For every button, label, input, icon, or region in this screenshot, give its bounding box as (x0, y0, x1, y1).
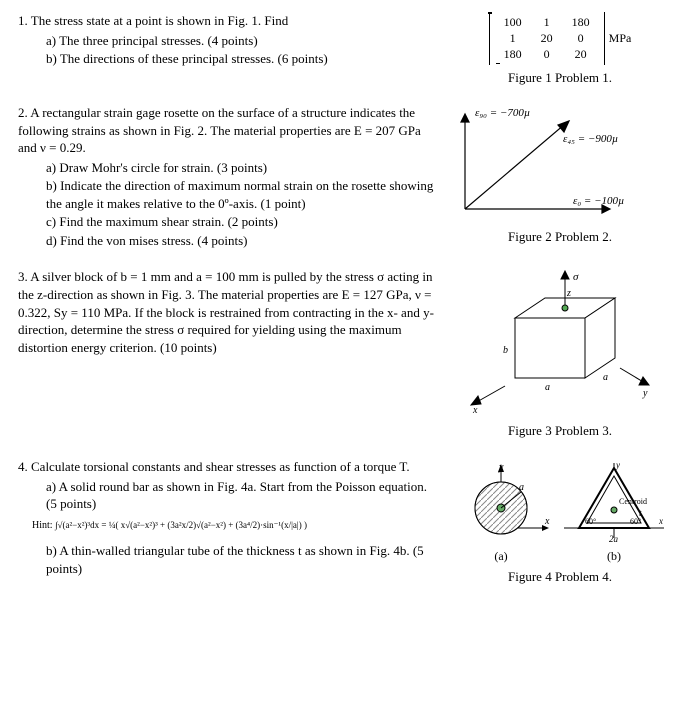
problem-1-text: 1. The stress state at a point is shown … (18, 12, 445, 86)
problem-2-text: 2. A rectangular strain gage rosette on … (18, 104, 445, 250)
dim-b: b (503, 345, 508, 356)
fig4b-x: x (658, 516, 663, 526)
fig4b: Centroid 60° 60° 2a t y x (b) (559, 458, 669, 564)
block-diagram: σ z x y b a a (445, 268, 655, 418)
dim-a2: a (603, 372, 608, 383)
fig4-caption: Figure 4 Problem 4. (445, 568, 675, 586)
p4-intro: Calculate torsional constants and shear … (31, 459, 410, 474)
p2-intro: A rectangular strain gage rosette on the… (18, 105, 421, 155)
m02: 180 (564, 14, 598, 30)
m10: 1 (496, 30, 530, 46)
stress-matrix: 1001180 1200 180020 (489, 12, 605, 65)
p4-hint: Hint: ∫√(a²−x²)³dx = ¼( x√(a²−x²)³ + (3a… (18, 519, 435, 533)
p3-text: A silver block of b = 1 mm and a = 100 m… (18, 269, 434, 354)
p4-number: 4. (18, 459, 28, 474)
angle2: 60° (630, 517, 641, 526)
problem-4: 4. Calculate torsional constants and she… (18, 458, 675, 586)
fig4a-x: x (544, 516, 550, 527)
p1-intro: The stress state at a point is shown in … (31, 13, 288, 28)
hint-label: Hint: (32, 520, 53, 531)
fig4a-label: (a) (451, 548, 551, 564)
fig2-caption: Figure 2 Problem 2. (445, 228, 675, 246)
p3-number: 3. (18, 269, 28, 284)
fig4b-label: (b) (559, 548, 669, 564)
triangle-tube-diagram: Centroid 60° 60° 2a t y x (559, 458, 669, 548)
sigma-label: σ (573, 271, 579, 283)
p4-a: a) A solid round bar as shown in Fig. 4a… (46, 478, 435, 513)
m00: 100 (496, 14, 530, 30)
fig3-caption: Figure 3 Problem 3. (445, 422, 675, 440)
fig4a-y: y (498, 462, 504, 473)
centroid-label: Centroid (619, 497, 647, 506)
fig4b-y: y (615, 460, 620, 470)
problem-1: 1. The stress state at a point is shown … (18, 12, 675, 86)
e0-label: ε₀ = −100µ (573, 195, 624, 207)
axis-y: y (642, 388, 648, 399)
angle1: 60° (585, 517, 596, 526)
p1-number: 1. (18, 13, 28, 28)
axis-z: z (566, 288, 571, 299)
problem-3: 3. A silver block of b = 1 mm and a = 10… (18, 268, 675, 440)
figure-2: ε₉₀ = −700µ ε₄₅ = −900µ ε₀ = −100µ Figur… (445, 104, 675, 250)
fig1-caption: Figure 1 Problem 1. (445, 69, 675, 87)
figure-1: 1001180 1200 180020 MPa Figure 1 Problem… (445, 12, 675, 86)
figure-4: y x a (a) Centroid 60° 60° 2a t (445, 458, 675, 586)
fig4a-a: a (519, 482, 524, 493)
problem-2: 2. A rectangular strain gage rosette on … (18, 104, 675, 250)
p2-b: b) Indicate the direction of maximum nor… (46, 177, 435, 212)
hint-formula: ∫√(a²−x²)³dx = ¼( x√(a²−x²)³ + (3a²x/2)√… (55, 520, 307, 530)
p2-c: c) Find the maximum shear strain. (2 poi… (46, 213, 435, 231)
m20: 180 (496, 46, 530, 62)
p2-a: a) Draw Mohr's circle for strain. (3 poi… (46, 159, 435, 177)
problem-3-text: 3. A silver block of b = 1 mm and a = 10… (18, 268, 445, 440)
p1-a: a) The three principal stresses. (4 poin… (46, 32, 435, 50)
m12: 0 (564, 30, 598, 46)
e90-label: ε₉₀ = −700µ (475, 107, 530, 119)
p2-d: d) Find the von mises stress. (4 points) (46, 232, 435, 250)
m01: 1 (530, 14, 564, 30)
p1-b: b) The directions of these principal str… (46, 50, 435, 68)
rosette-diagram: ε₉₀ = −700µ ε₄₅ = −900µ ε₀ = −100µ (445, 104, 635, 224)
m21: 0 (530, 46, 564, 62)
problem-4-text: 4. Calculate torsional constants and she… (18, 458, 445, 586)
m22: 20 (564, 46, 598, 62)
m11: 20 (530, 30, 564, 46)
axis-x: x (472, 405, 478, 416)
base-label: 2a (609, 534, 619, 544)
figure-3: σ z x y b a a Figure 3 Problem 3. (445, 268, 675, 440)
fig4a: y x a (a) (451, 458, 551, 564)
e45-label: ε₄₅ = −900µ (563, 133, 618, 145)
matrix-unit: MPa (609, 30, 632, 46)
dim-a1: a (545, 382, 550, 393)
p2-number: 2. (18, 105, 28, 120)
p4-b: b) A thin-walled triangular tube of the … (46, 542, 435, 577)
round-bar-diagram: y x a (451, 458, 551, 548)
